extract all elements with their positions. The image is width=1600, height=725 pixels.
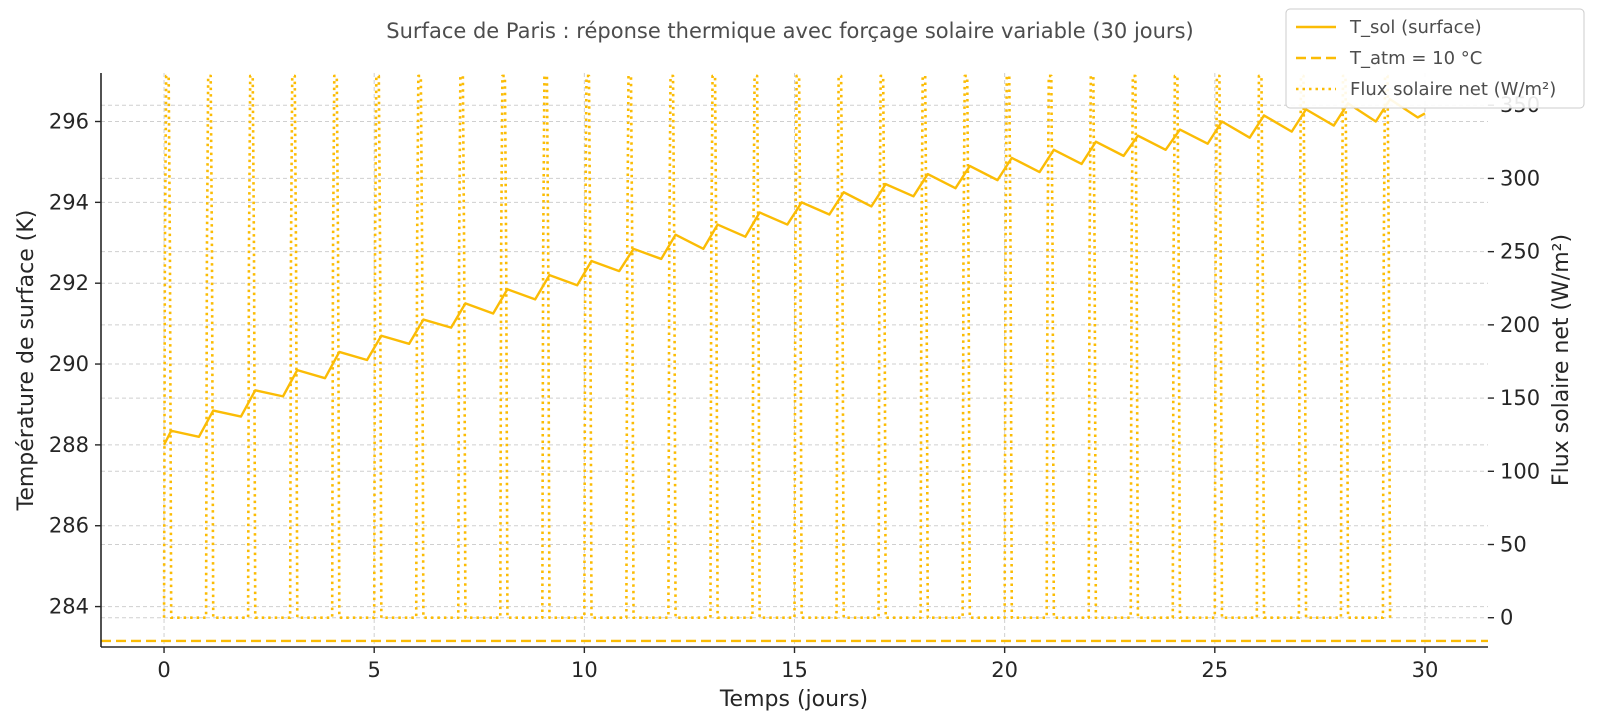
y-tick-label-right: 100: [1500, 459, 1540, 483]
x-tick-label: 5: [368, 658, 381, 682]
y-tick-label-right: 200: [1500, 313, 1540, 337]
x-tick-label: 15: [781, 658, 808, 682]
y-tick-label-right: 300: [1500, 166, 1540, 190]
x-tick-label: 30: [1412, 658, 1439, 682]
y-tick-label-right: 50: [1500, 533, 1527, 557]
series-tsol-line: [162, 98, 1426, 446]
x-tick-label: 20: [991, 658, 1018, 682]
y-tick-label-right: 150: [1500, 386, 1540, 410]
legend-label-tatm: T_atm = 10 °C: [1349, 48, 1482, 69]
x-tick-label: 0: [157, 658, 170, 682]
legend-box: [1285, 8, 1585, 109]
y-tick-label-left: 294: [49, 190, 89, 214]
legend-label-flux: Flux solaire net (W/m²): [1350, 79, 1556, 100]
y-axis-label: Température de surface (K): [14, 210, 39, 512]
y-tick-label-left: 288: [49, 433, 89, 457]
y-tick-label-right: 250: [1500, 240, 1540, 264]
y2-axis-label: Flux solaire net (W/m²): [1549, 234, 1574, 486]
series-flux-line: [162, 74, 1392, 620]
x-tick-label: 10: [571, 658, 598, 682]
y-tick-label-left: 296: [49, 110, 89, 134]
y-tick-label-left: 284: [49, 595, 89, 619]
plot-area: [101, 74, 1488, 643]
chart-title: Surface de Paris : réponse thermique ave…: [386, 19, 1193, 43]
legend-label-tsol: T_sol (surface): [1349, 17, 1482, 38]
y-tick-label-left: 286: [49, 514, 89, 538]
ticks: 0 5 10 15 20 25 30 284 286 288 290 292 294 296 0 50 100 1…: [49, 93, 1540, 682]
y-tick-label-left: 290: [49, 352, 89, 376]
x-axis-label: Temps (jours): [719, 687, 868, 712]
y-tick-label-right: 0: [1500, 606, 1513, 630]
legend: T_sol (surface) T_atm = 10 °C Flux solai…: [1285, 8, 1585, 109]
x-tick-label: 25: [1201, 658, 1228, 682]
grid: [101, 73, 1488, 647]
y-tick-label-left: 292: [49, 271, 89, 295]
